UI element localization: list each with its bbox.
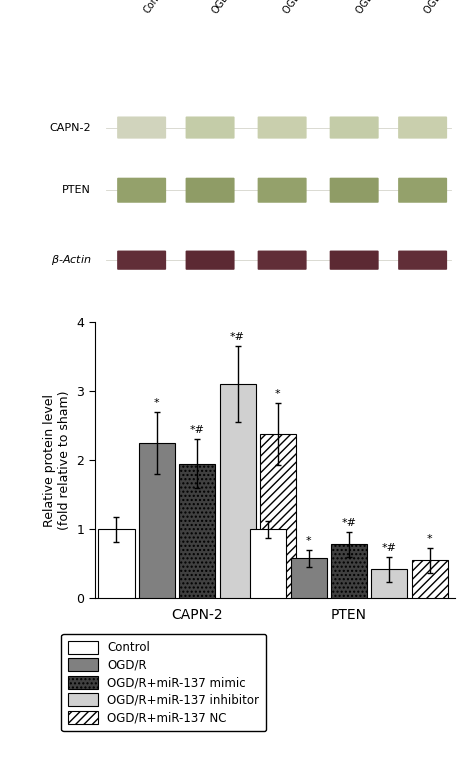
FancyBboxPatch shape (117, 178, 166, 202)
FancyBboxPatch shape (398, 117, 447, 139)
FancyBboxPatch shape (117, 117, 166, 139)
Text: *: * (275, 389, 281, 399)
Text: OGD/R: OGD/R (210, 0, 237, 15)
FancyBboxPatch shape (330, 251, 379, 270)
FancyBboxPatch shape (186, 178, 235, 202)
Bar (291, 558, 327, 598)
Bar (411, 560, 447, 598)
Text: OGD/R+miR-137 mimic: OGD/R+miR-137 mimic (282, 0, 356, 15)
Bar (99, 529, 135, 598)
Text: *: * (427, 534, 432, 544)
Text: OGD/R+miR-137 inhibitor: OGD/R+miR-137 inhibitor (354, 0, 434, 15)
Text: *#: *# (230, 332, 245, 342)
Text: $\beta$-Actin: $\beta$-Actin (51, 253, 91, 267)
Text: Control: Control (142, 0, 170, 15)
Bar (139, 443, 175, 598)
Text: *#: *# (190, 426, 205, 436)
FancyBboxPatch shape (186, 251, 235, 270)
Y-axis label: Relative protein level
(fold relative to sham): Relative protein level (fold relative to… (43, 390, 71, 530)
Bar (260, 434, 296, 598)
FancyBboxPatch shape (117, 251, 166, 270)
Bar (331, 545, 367, 598)
Text: *: * (154, 398, 160, 408)
Text: CAPN-2: CAPN-2 (50, 123, 91, 133)
Text: PTEN: PTEN (62, 185, 91, 196)
FancyBboxPatch shape (186, 117, 235, 139)
FancyBboxPatch shape (258, 178, 307, 202)
Text: *: * (306, 536, 311, 546)
FancyBboxPatch shape (398, 251, 447, 270)
Bar (179, 463, 215, 598)
Legend: Control, OGD/R, OGD/R+miR-137 mimic, OGD/R+miR-137 inhibitor, OGD/R+miR-137 NC: Control, OGD/R, OGD/R+miR-137 mimic, OGD… (61, 634, 266, 732)
FancyBboxPatch shape (258, 251, 307, 270)
Text: OGD/R+miR-137 NC: OGD/R+miR-137 NC (423, 0, 474, 15)
FancyBboxPatch shape (330, 117, 379, 139)
FancyBboxPatch shape (258, 117, 307, 139)
Text: *#: *# (382, 543, 397, 553)
Bar (219, 384, 255, 598)
Text: *#: *# (341, 518, 356, 528)
FancyBboxPatch shape (330, 178, 379, 202)
Bar (250, 529, 286, 598)
FancyBboxPatch shape (398, 178, 447, 202)
Bar (371, 569, 407, 598)
